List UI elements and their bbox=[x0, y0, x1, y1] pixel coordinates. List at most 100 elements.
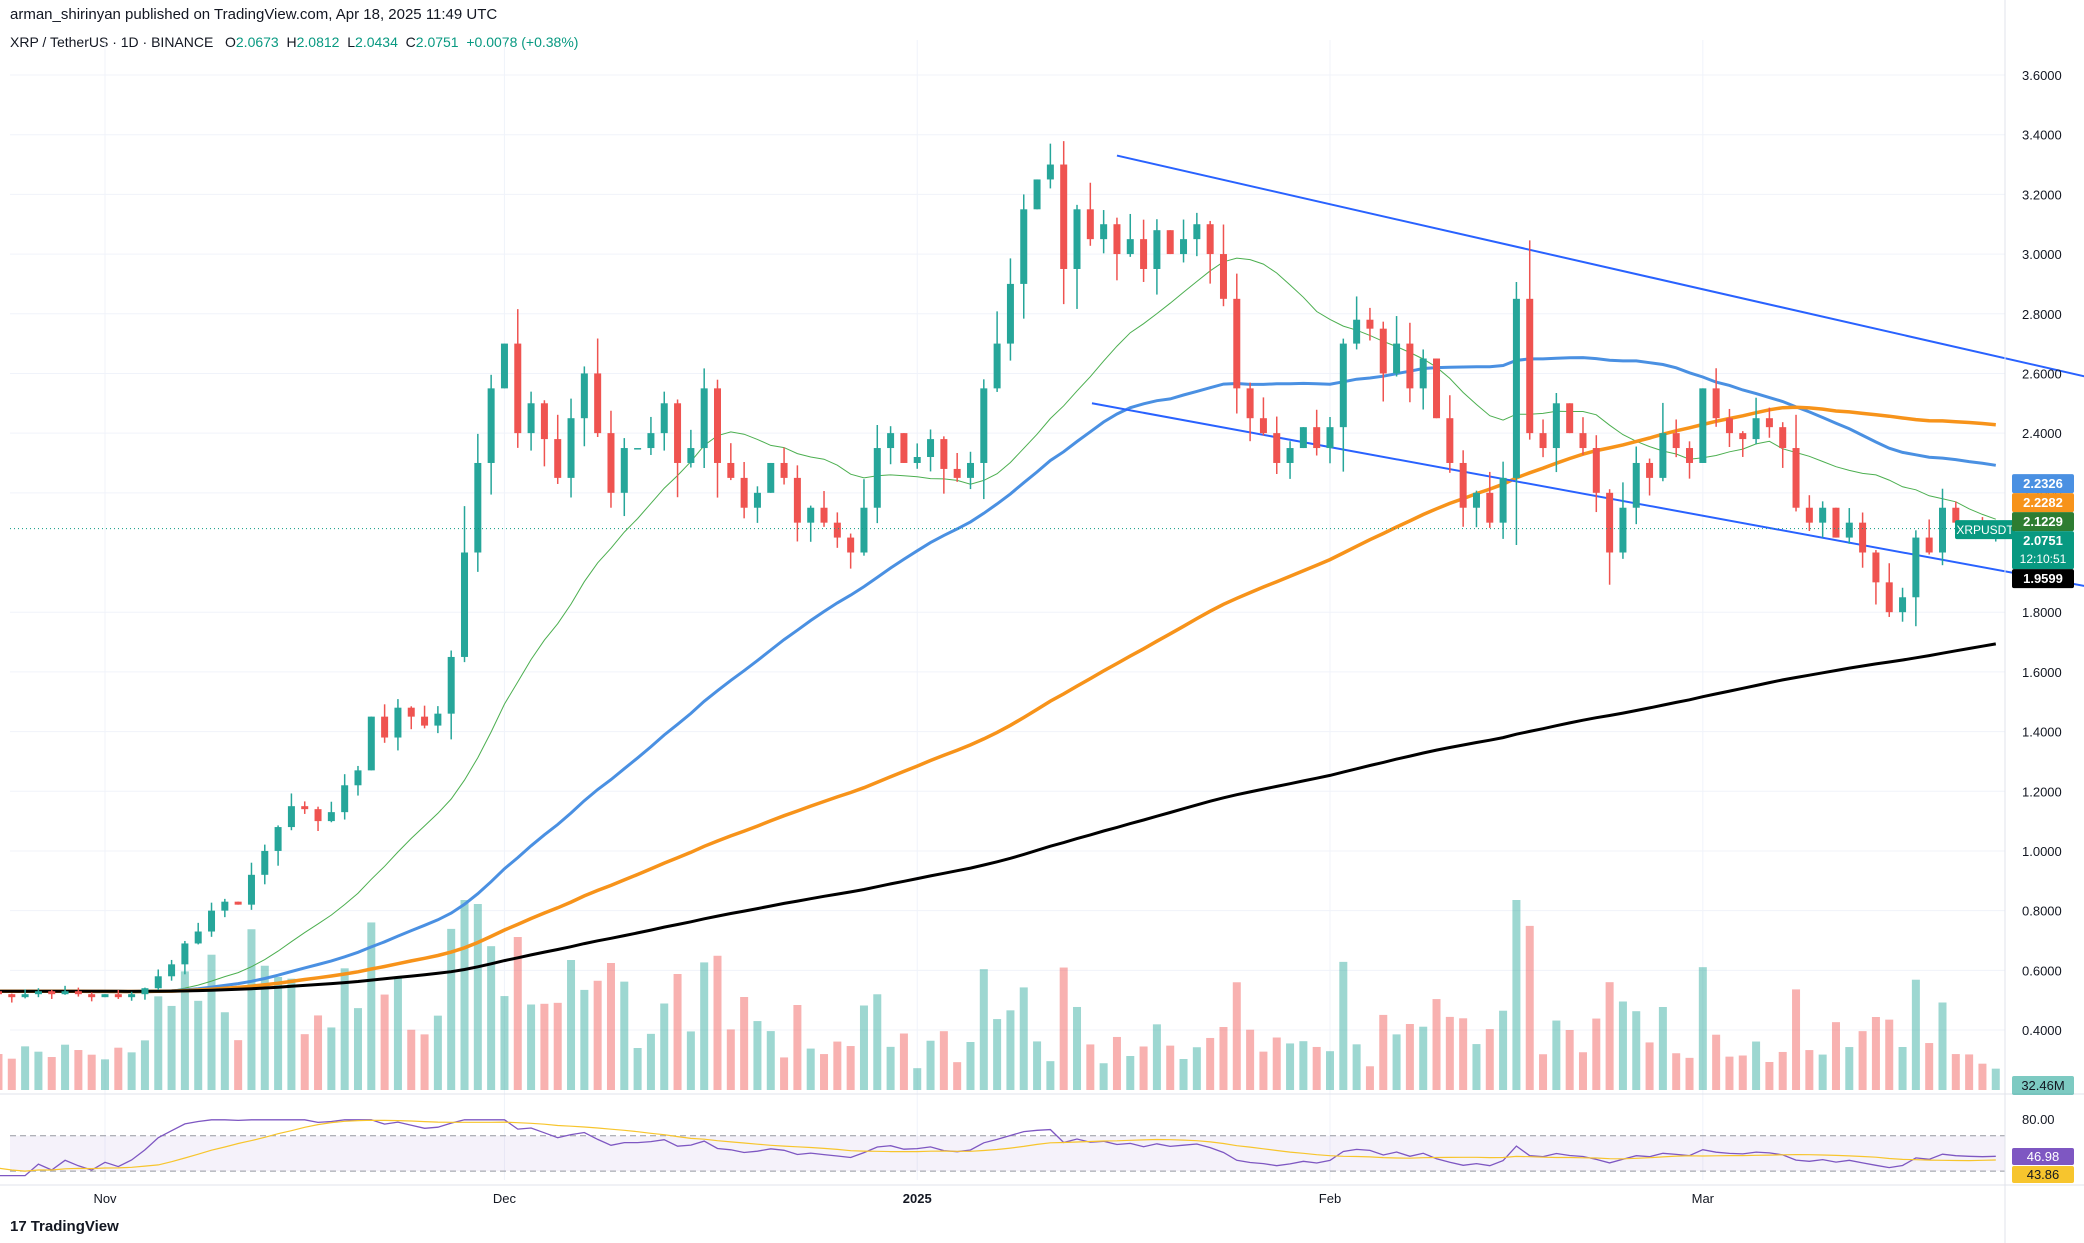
candle-body bbox=[1153, 230, 1161, 269]
volume-bar bbox=[1578, 1052, 1587, 1090]
volume-bar bbox=[1086, 1044, 1095, 1090]
candle-body bbox=[674, 403, 682, 463]
candle-body bbox=[1233, 298, 1241, 389]
volume-bar bbox=[207, 954, 216, 1090]
volume-bar bbox=[1326, 1051, 1334, 1090]
volume-bar bbox=[1499, 1010, 1508, 1090]
y-tick-label: 2.8000 bbox=[2022, 307, 2062, 322]
y-tick-label: 0.8000 bbox=[2022, 904, 2062, 919]
volume-bar bbox=[1525, 925, 1534, 1090]
volume-bar bbox=[0, 1054, 3, 1090]
volume-bar bbox=[966, 1042, 975, 1090]
volume-bar bbox=[1925, 1043, 1934, 1090]
volume-bar bbox=[1658, 1007, 1667, 1090]
volume-bar bbox=[1685, 1057, 1694, 1090]
volume-bar bbox=[1112, 1036, 1121, 1090]
candle-body bbox=[327, 812, 335, 822]
volume-bar bbox=[513, 937, 522, 1090]
candle-body bbox=[1712, 388, 1720, 419]
ma-200-line bbox=[0, 642, 1997, 993]
candle-body bbox=[966, 462, 974, 478]
volume-bar bbox=[1965, 1054, 1974, 1090]
candle-body bbox=[0, 991, 2, 995]
volume-bar bbox=[327, 1027, 336, 1090]
candle-body bbox=[1393, 343, 1401, 374]
candle-body bbox=[1046, 164, 1054, 180]
volume-bar bbox=[753, 1021, 762, 1090]
volume-bar bbox=[1272, 1037, 1281, 1090]
candle-body bbox=[1126, 239, 1134, 255]
candle-body bbox=[753, 492, 761, 508]
volume-bar bbox=[287, 978, 296, 1090]
symbol-badge: XRPUSDT bbox=[1955, 520, 2015, 540]
symbol-label[interactable]: XRP / TetherUS · 1D · BINANCE bbox=[10, 34, 214, 50]
candle-body bbox=[1073, 209, 1081, 269]
volume-bar bbox=[220, 1012, 229, 1090]
volume-bar bbox=[820, 1054, 829, 1090]
y-tick-label: 1.2000 bbox=[2022, 784, 2062, 799]
candle-body bbox=[301, 806, 309, 810]
candle-body bbox=[1286, 448, 1294, 463]
candle-body bbox=[1939, 507, 1946, 553]
volume-bar bbox=[740, 997, 749, 1090]
high-label: H bbox=[286, 34, 297, 50]
volume-bar bbox=[686, 1031, 695, 1090]
volume-bar bbox=[487, 946, 496, 1090]
volume-bar bbox=[580, 989, 589, 1090]
volume-bar bbox=[593, 980, 602, 1090]
candle-body bbox=[221, 901, 229, 911]
volume-bar bbox=[1472, 1044, 1481, 1090]
candle-body bbox=[727, 462, 735, 478]
volume-bar bbox=[1006, 1010, 1015, 1090]
volume-bar bbox=[633, 1048, 642, 1090]
candle-body bbox=[780, 462, 788, 478]
x-tick-label: Dec bbox=[493, 1191, 517, 1206]
volume-bar bbox=[713, 955, 722, 1090]
symbol-legend: XRP / TetherUS · 1D · BINANCE O2.0673 H2… bbox=[10, 34, 578, 50]
y-tick-label: 2.6000 bbox=[2022, 366, 2062, 381]
volume-bar bbox=[913, 1068, 922, 1090]
volume-bar bbox=[1352, 1044, 1361, 1090]
volume-bar bbox=[47, 1057, 56, 1090]
volume-bar bbox=[140, 1040, 149, 1090]
volume-bar bbox=[21, 1046, 30, 1090]
volume-bar bbox=[1885, 1019, 1894, 1090]
candle-body bbox=[247, 874, 255, 905]
candle-body bbox=[208, 910, 216, 932]
candle-body bbox=[660, 403, 668, 434]
candle-body bbox=[820, 507, 828, 523]
candle-body bbox=[1246, 388, 1254, 419]
x-tick-label: 2025 bbox=[903, 1191, 932, 1206]
volume-bar bbox=[1459, 1018, 1468, 1090]
candle-body bbox=[1686, 448, 1694, 463]
candle-body bbox=[714, 388, 721, 463]
candle-body bbox=[34, 991, 42, 995]
candle-body bbox=[1619, 507, 1627, 553]
volume-tag-bg bbox=[2012, 1076, 2074, 1095]
x-tick-label: Nov bbox=[93, 1191, 117, 1206]
volume-bar bbox=[1166, 1045, 1175, 1090]
volume-bar bbox=[567, 960, 576, 1090]
volume-bar bbox=[1592, 1018, 1601, 1090]
candle-body bbox=[1459, 462, 1467, 508]
candle-body bbox=[234, 901, 242, 905]
candle-body bbox=[314, 809, 322, 822]
volume-bar bbox=[1379, 1014, 1388, 1090]
volume-bar bbox=[939, 1031, 948, 1090]
price-tag-bg bbox=[2012, 474, 2074, 494]
volume-bar bbox=[460, 900, 469, 1090]
volume-bar bbox=[673, 974, 682, 1090]
candle-body bbox=[1020, 209, 1028, 284]
candles bbox=[0, 141, 2005, 1003]
volume-bar bbox=[407, 1029, 416, 1090]
volume-bar bbox=[154, 996, 163, 1090]
candle-body bbox=[1725, 418, 1733, 434]
candle-body bbox=[1206, 224, 1214, 255]
y-tick-label: 3.4000 bbox=[2022, 128, 2062, 143]
volume-bar bbox=[1073, 1006, 1082, 1090]
volume-bar bbox=[1645, 1042, 1654, 1090]
candle-body bbox=[1140, 239, 1148, 269]
volume-bar bbox=[540, 1003, 549, 1090]
volume-bar bbox=[527, 1004, 536, 1090]
